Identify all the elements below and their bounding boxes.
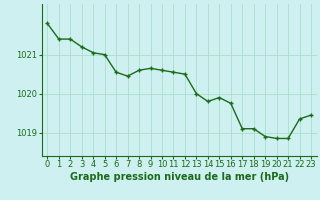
X-axis label: Graphe pression niveau de la mer (hPa): Graphe pression niveau de la mer (hPa) (70, 172, 289, 182)
